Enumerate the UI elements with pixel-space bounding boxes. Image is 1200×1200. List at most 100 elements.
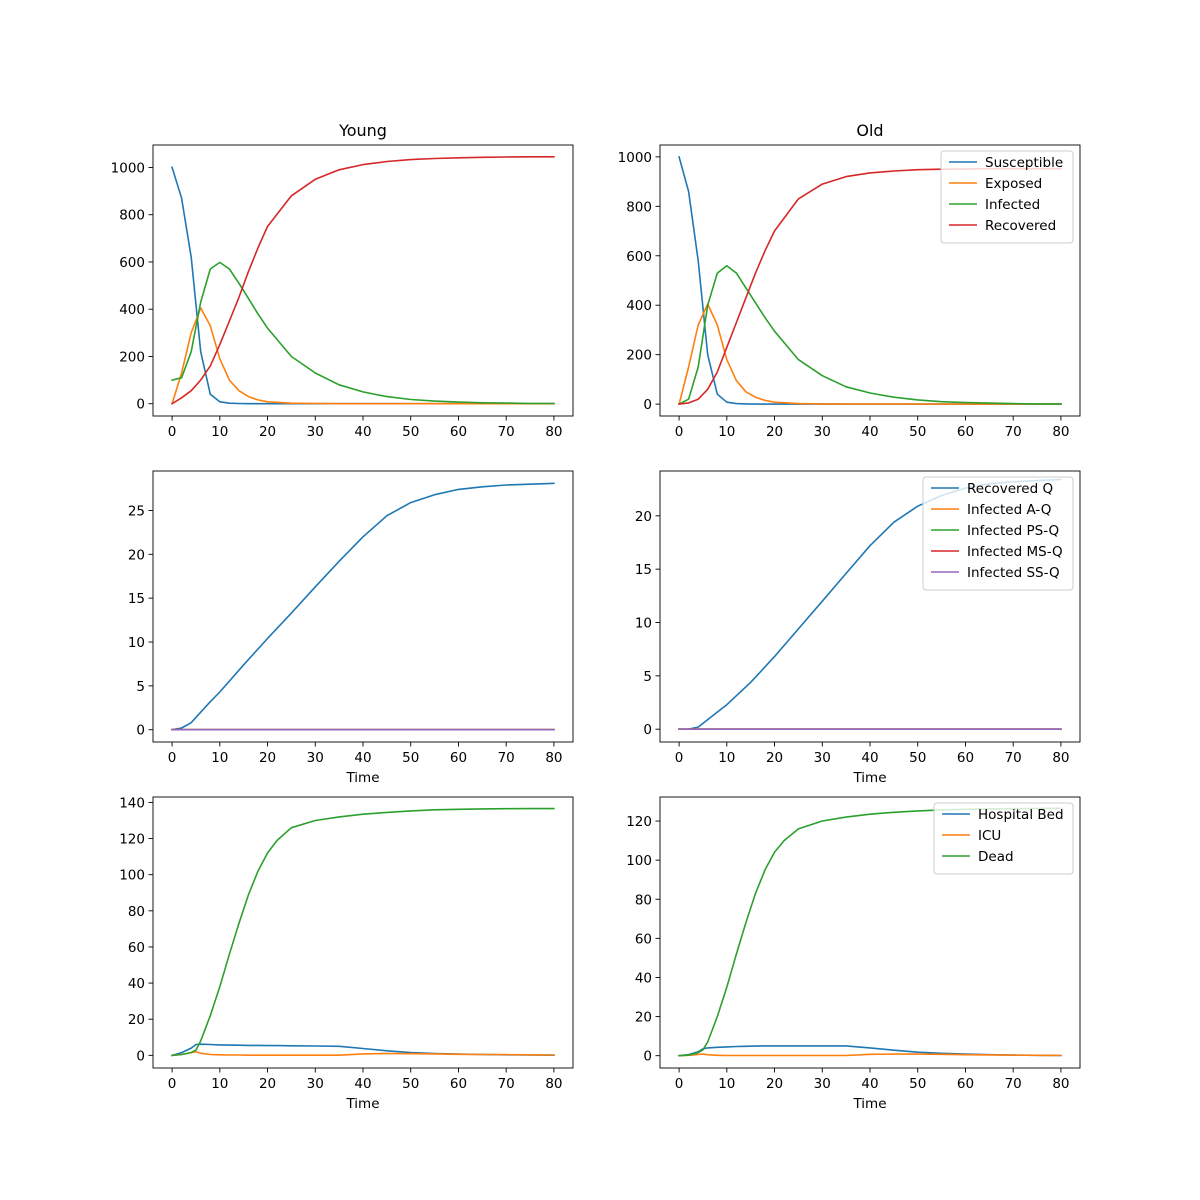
x-tick-label: 60 xyxy=(957,1076,974,1092)
y-tick-label: 1000 xyxy=(111,160,145,176)
y-tick-label: 80 xyxy=(635,892,652,908)
y-tick-label: 120 xyxy=(626,814,652,830)
y-tick-label: 20 xyxy=(635,509,652,525)
series-line-dead xyxy=(171,807,555,1057)
legend-box xyxy=(922,476,1074,591)
y-tick-label: 10 xyxy=(128,635,145,651)
legend-entry-infected-ms-q: Infected MS-Q xyxy=(967,544,1063,560)
y-tick-label: 100 xyxy=(119,868,145,884)
subplot-2: 0 10 20 30 40 50 60 70 8002004006008001000OldSus… xyxy=(618,121,1081,440)
x-tick-label: 20 xyxy=(766,750,783,766)
y-tick-label: 5 xyxy=(643,669,652,685)
legend-entry-recovered: Recovered xyxy=(985,218,1056,234)
y-tick-label: 10 xyxy=(635,616,652,632)
x-tick-label: 70 xyxy=(498,750,515,766)
y-tick-label: 20 xyxy=(128,1012,145,1028)
x-axis-label: Time xyxy=(345,770,379,786)
x-axis-label: Time xyxy=(345,1096,379,1112)
y-tick-label: 200 xyxy=(626,348,652,364)
y-tick-label: 140 xyxy=(119,795,145,811)
legend-entry-infected: Infected xyxy=(985,197,1040,213)
x-tick-label: 0 xyxy=(168,1076,177,1092)
x-tick-label: 80 xyxy=(1052,750,1069,766)
y-tick-label: 20 xyxy=(128,547,145,563)
series-line-recovered xyxy=(170,156,555,405)
series-lines xyxy=(171,482,555,731)
legend-entry-hospital-bed: Hospital Bed xyxy=(978,807,1064,823)
legend-entry-icu: ICU xyxy=(978,828,1001,844)
x-tick-label: 0 xyxy=(675,1076,684,1092)
legend-entry-recovered-q: Recovered Q xyxy=(967,481,1053,497)
legend: Recovered Q Infected A-Q Infected PS-Q Infe… xyxy=(922,476,1074,591)
y-tick-label: 0 xyxy=(643,1049,652,1065)
y-tick-label: 200 xyxy=(119,349,145,365)
x-tick-label: 30 xyxy=(307,750,324,766)
series-line-exposed xyxy=(171,307,555,405)
series-line-icu xyxy=(171,1050,555,1057)
x-tick-label: 40 xyxy=(354,424,371,440)
y-tick-label: 0 xyxy=(643,397,652,413)
y-tick-label: 120 xyxy=(119,832,145,848)
legend-entry-infected-ss-q: Infected SS-Q xyxy=(967,565,1060,581)
x-tick-label: 60 xyxy=(450,424,467,440)
series-line-infected xyxy=(678,264,1062,406)
x-tick-label: 30 xyxy=(814,750,831,766)
y-tick-label: 600 xyxy=(626,249,652,265)
legend-entry-dead: Dead xyxy=(978,849,1014,865)
y-tick-label: 400 xyxy=(119,302,145,318)
y-tick-label: 40 xyxy=(635,970,652,986)
x-tick-label: 60 xyxy=(957,424,974,440)
series-line-exposed xyxy=(678,303,1062,406)
subplot-3: 0 10 20 30 40 50 60 70 80 0 5 10 15 20 25 Time xyxy=(128,470,574,786)
series-line-recovered-q xyxy=(171,482,555,731)
y-tick-label: 20 xyxy=(635,1010,652,1026)
axes-frame xyxy=(152,470,574,743)
x-tick-label: 80 xyxy=(545,424,562,440)
legend: Hospital Bed ICU Dead xyxy=(933,802,1074,875)
legend-entry-infected-ps-q: Infected PS-Q xyxy=(967,523,1059,539)
legend: Susceptible Exposed Infected Recovered xyxy=(940,150,1074,244)
x-tick-label: 40 xyxy=(861,424,878,440)
x-tick-label: 50 xyxy=(909,750,926,766)
x-tick-label: 10 xyxy=(211,1076,228,1092)
axes-frame xyxy=(152,144,574,417)
x-tick-label: 80 xyxy=(1052,1076,1069,1092)
series-line-susceptible xyxy=(171,166,555,405)
y-tick-label: 0 xyxy=(136,723,145,739)
y-tick-label: 60 xyxy=(635,931,652,947)
y-tick-label: 800 xyxy=(626,199,652,215)
y-tick-label: 15 xyxy=(128,591,145,607)
x-tick-label: 80 xyxy=(545,1076,562,1092)
x-tick-label: 60 xyxy=(450,1076,467,1092)
x-tick-label: 70 xyxy=(1005,750,1022,766)
x-tick-label: 40 xyxy=(861,1076,878,1092)
x-tick-label: 70 xyxy=(498,424,515,440)
x-tick-label: 70 xyxy=(1005,424,1022,440)
x-tick-label: 0 xyxy=(168,750,177,766)
x-tick-label: 50 xyxy=(402,1076,419,1092)
x-tick-label: 0 xyxy=(675,424,684,440)
x-tick-label: 20 xyxy=(766,1076,783,1092)
legend-entry-susceptible: Susceptible xyxy=(985,155,1063,171)
x-tick-label: 20 xyxy=(766,424,783,440)
y-tick-label: 5 xyxy=(136,679,145,695)
x-tick-label: 60 xyxy=(957,750,974,766)
x-tick-label: 10 xyxy=(211,424,228,440)
subplot-6: 0 10 20 30 40 50 60 70 80 0 20 40 60 80 100 120 Time Hosp… xyxy=(626,796,1081,1112)
x-tick-label: 0 xyxy=(168,424,177,440)
y-tick-label: 1000 xyxy=(618,150,652,166)
x-tick-label: 80 xyxy=(1052,424,1069,440)
subplot-5: 0 10 20 30 40 50 60 70 80 0 20 40 60 80 100 120 140 Time xyxy=(119,795,574,1112)
x-tick-label: 40 xyxy=(354,750,371,766)
y-tick-label: 25 xyxy=(128,503,145,519)
x-axis-label: Time xyxy=(852,770,886,786)
axes-frame xyxy=(152,796,574,1069)
series-lines xyxy=(170,156,555,405)
x-tick-label: 60 xyxy=(450,750,467,766)
legend-entry-exposed: Exposed xyxy=(985,176,1042,192)
x-tick-label: 10 xyxy=(718,750,735,766)
x-axis-label: Time xyxy=(852,1096,886,1112)
x-tick-label: 20 xyxy=(259,424,276,440)
